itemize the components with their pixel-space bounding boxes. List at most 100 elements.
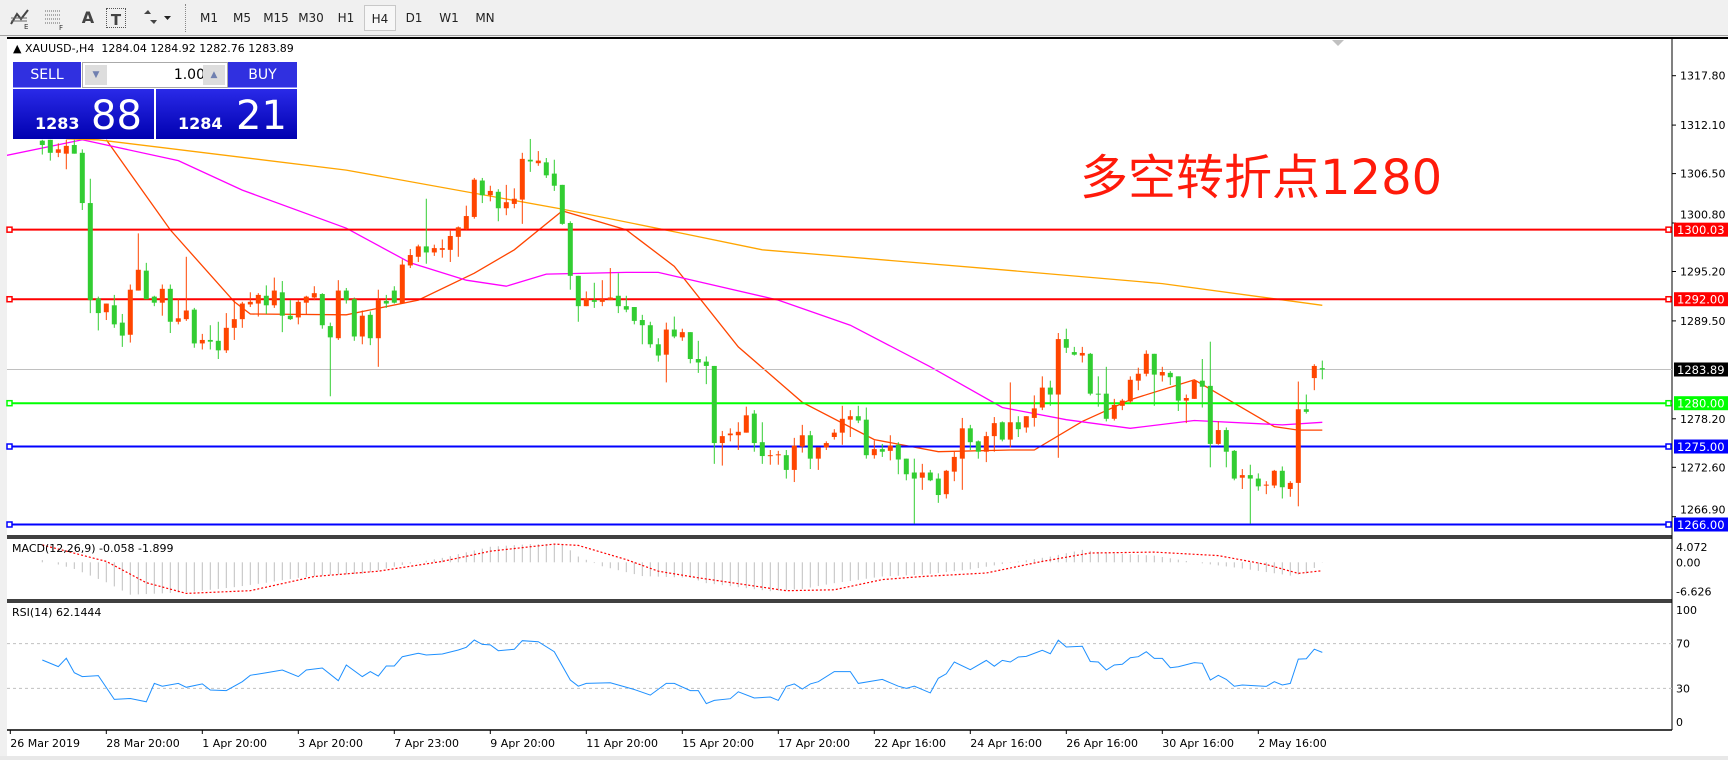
candle-body	[615, 295, 621, 307]
collapse-triangle-icon[interactable]: ▲	[13, 42, 25, 55]
timeframe-m30[interactable]: M30	[298, 11, 324, 25]
candle-body	[1279, 470, 1285, 488]
candle-body	[151, 296, 157, 303]
lot-input[interactable]	[109, 65, 207, 85]
macd-axis-label: 4.072	[1676, 541, 1708, 554]
date-tick-label: 30 Apr 16:00	[1162, 737, 1234, 750]
candle-body	[983, 436, 989, 452]
date-tick-label: 7 Apr 23:00	[394, 737, 459, 750]
date-tick-label: 17 Apr 20:00	[778, 737, 850, 750]
line-handle-right	[1665, 226, 1672, 233]
timeframe-m5[interactable]: M5	[233, 11, 251, 25]
timeframe-d1[interactable]: D1	[405, 11, 423, 25]
candle-body	[119, 322, 125, 336]
candle-body	[743, 415, 749, 433]
chart-window[interactable]	[7, 37, 1728, 758]
buy-price-button[interactable]: 1284 21	[156, 89, 297, 139]
candle-body	[575, 275, 581, 307]
line-handle-right	[1665, 521, 1672, 528]
indicators-icon[interactable]: E	[8, 6, 32, 30]
date-tick-label: 1 Apr 20:00	[202, 737, 267, 750]
candle-body	[503, 202, 509, 209]
candle-body	[263, 295, 269, 306]
lot-decrease-icon[interactable]: ▼	[85, 65, 107, 85]
line-price-label-bg	[1674, 222, 1728, 237]
line-price-label-bg	[1674, 292, 1728, 307]
buy-price-major: 1284	[178, 114, 223, 133]
candle-body	[1135, 373, 1141, 381]
candle-body	[799, 435, 805, 447]
candle-body	[783, 455, 789, 470]
line-handle-right	[1665, 295, 1672, 303]
candle-body	[1151, 353, 1157, 375]
lot-increase-icon[interactable]: ▲	[203, 65, 225, 85]
candle-body	[87, 203, 93, 301]
line-handle-right	[1665, 443, 1672, 450]
candle-body	[1047, 387, 1053, 395]
candle-body	[1127, 379, 1133, 402]
candle-body	[879, 449, 885, 452]
candle-body	[911, 472, 917, 479]
arrows-icon[interactable]	[140, 6, 174, 30]
candle-body	[311, 293, 317, 298]
sell-button[interactable]: SELL	[13, 62, 81, 88]
timeframe-mn[interactable]: MN	[475, 11, 495, 25]
line-price-label-bg	[1674, 439, 1728, 454]
candle-body	[495, 191, 501, 209]
text-icon[interactable]: A	[81, 8, 95, 27]
sell-price-minor: 88	[91, 93, 142, 139]
candle-body	[807, 435, 813, 459]
price-tick-label: 1278.20	[1680, 413, 1726, 426]
candle-body	[847, 416, 853, 420]
candle-body	[351, 299, 357, 337]
candle-body	[239, 303, 245, 320]
candle-body	[1311, 365, 1317, 379]
price-tick-label: 1295.20	[1680, 266, 1726, 279]
candle-body	[903, 458, 909, 475]
candle-body	[271, 290, 277, 306]
timeframe-m1[interactable]: M1	[200, 11, 218, 25]
price-tick-label: 1306.50	[1680, 168, 1726, 181]
candle-body	[559, 184, 565, 224]
sell-price-button[interactable]: 1283 88	[13, 89, 154, 139]
candle-body	[55, 149, 61, 153]
candle-body	[855, 416, 861, 421]
candle-body	[863, 419, 869, 456]
candle-body	[279, 292, 285, 316]
candle-body	[999, 422, 1005, 440]
timeframe-h4[interactable]: H4	[364, 5, 396, 31]
moving-average-ma-slow	[66, 138, 1323, 306]
candle-body	[567, 222, 573, 276]
candle-body	[191, 309, 197, 344]
candle-body	[1031, 408, 1037, 418]
candle-body	[535, 160, 541, 164]
candle-body	[1023, 416, 1029, 428]
buy-button[interactable]: BUY	[228, 62, 297, 88]
moving-average-ma-mid	[7, 139, 1323, 429]
candle-body	[1039, 387, 1045, 408]
fibonacci-icon[interactable]: F	[42, 6, 66, 30]
timeframe-w1[interactable]: W1	[439, 11, 459, 25]
candle-body	[519, 158, 525, 200]
text-label-icon[interactable]: T	[106, 8, 126, 29]
candle-body	[871, 449, 877, 456]
line-handle-left	[6, 399, 13, 407]
candle-body	[1319, 368, 1325, 370]
rsi-line	[42, 639, 1323, 705]
line-price-label-bg	[1674, 517, 1728, 532]
candle-body	[727, 433, 733, 436]
candle-body	[719, 436, 725, 444]
candle-body	[79, 152, 85, 204]
line-price-label: 1300.03	[1677, 223, 1725, 237]
candle-body	[759, 442, 765, 457]
svg-text:F: F	[59, 24, 63, 30]
timeframe-m15[interactable]: M15	[263, 11, 289, 25]
candle-body	[1239, 475, 1245, 478]
candle-body	[655, 344, 661, 356]
candle-body	[607, 297, 613, 301]
timeframe-h1[interactable]: H1	[337, 11, 355, 25]
candle-body	[1247, 475, 1253, 479]
chart-tabs-strip[interactable]	[0, 756, 1728, 760]
candle-body	[207, 339, 213, 342]
